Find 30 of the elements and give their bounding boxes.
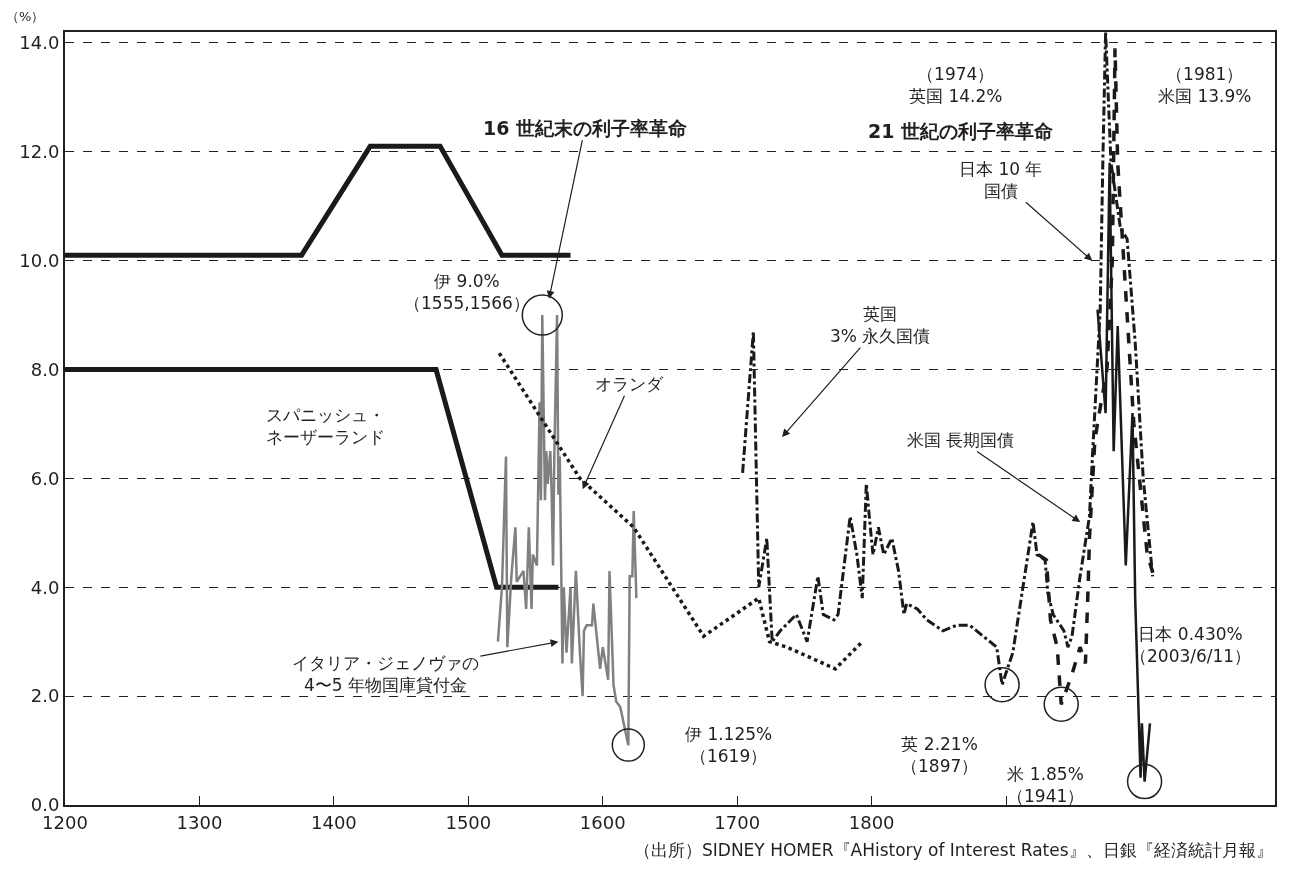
- x-tick-label: 1400: [310, 811, 357, 833]
- annotation: イタリア・ジェノヴァの 4〜5 年物国庫貸付金: [292, 653, 479, 696]
- annotation: 伊 9.0% （1555,1566）: [404, 271, 530, 314]
- annotation: スパニッシュ・ネーザーランド: [266, 405, 385, 448]
- y-tick-label: 4.0: [30, 576, 60, 598]
- x-tick-label: 1700: [714, 811, 761, 833]
- annotation: 米国 長期国債: [907, 430, 1015, 450]
- annotation: 米 1.85% （1941）: [1007, 764, 1085, 807]
- annotation: （1974）英国 14.2%: [909, 64, 1003, 107]
- annotation: 日本 0.430% （2003/6/11）: [1130, 624, 1252, 667]
- y-tick-label: 10.0: [19, 249, 60, 271]
- annotation: 16 世紀末の利子率革命: [483, 117, 688, 139]
- annotation: （1981）米国 13.9%: [1158, 64, 1252, 107]
- annotation: 英 2.21% （1897）: [901, 734, 979, 777]
- y-tick-label: 8.0: [30, 358, 60, 380]
- annotation: 日本 10 年国債: [959, 159, 1043, 202]
- annotation: 伊 1.125% （1619）: [685, 724, 773, 767]
- x-tick-label: 1800: [848, 811, 895, 833]
- y-tick-label: 2.0: [30, 685, 60, 707]
- y-axis-title: （%）: [6, 9, 45, 24]
- y-tick-label: 6.0: [30, 467, 60, 489]
- y-tick-label: 14.0: [19, 32, 60, 54]
- annotation: オランダ: [595, 374, 664, 394]
- annotation: 21 世紀の利子率革命: [868, 120, 1054, 142]
- annotation: 英国 3% 永久国債: [830, 304, 931, 347]
- y-tick-label: 12.0: [19, 141, 60, 163]
- x-tick-label: 1500: [445, 811, 492, 833]
- x-tick-label: 1600: [579, 811, 626, 833]
- text: （出所）SIDNEY HOMER『AHistory of Interest Rates』、日銀『経済統計月報』: [634, 840, 1273, 860]
- x-tick-label: 1300: [176, 811, 223, 833]
